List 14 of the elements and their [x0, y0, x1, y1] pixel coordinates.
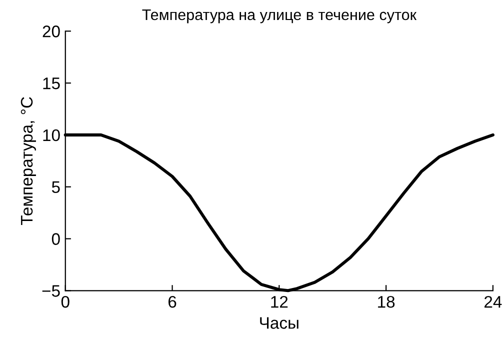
chart-title: Температура на улице в течение суток	[142, 10, 417, 24]
x-tick-label: 18	[378, 296, 395, 308]
x-tick-label: 12	[271, 296, 288, 308]
y-tick-label: 15	[43, 78, 60, 90]
x-tick-label: 0	[61, 296, 70, 308]
x-tick-label: 24	[484, 296, 502, 308]
y-tick-label: 0	[52, 233, 60, 245]
x-axis-title: Часы	[260, 317, 298, 329]
y-tick-label: 10	[43, 129, 60, 142]
y-tick-label: 20	[42, 26, 60, 38]
y-axis-title: Температура, °C	[20, 97, 36, 225]
y-tick-label: −5	[42, 285, 60, 297]
x-tick-label: 6	[168, 296, 176, 308]
y-tick-label: 5	[52, 181, 60, 194]
